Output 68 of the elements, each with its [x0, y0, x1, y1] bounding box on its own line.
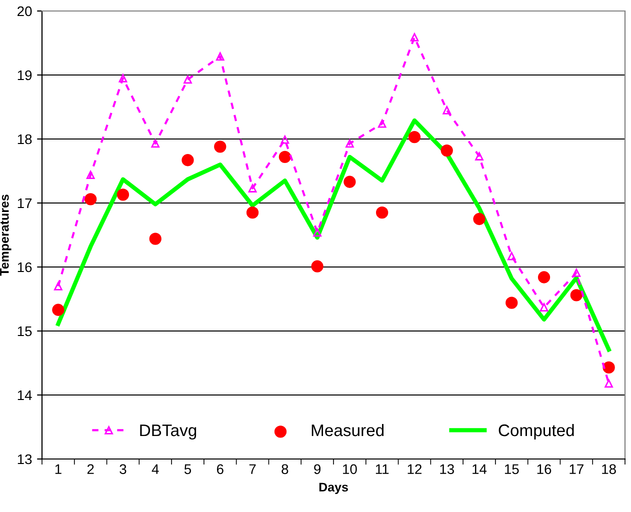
point [214, 140, 226, 153]
point [52, 304, 64, 316]
point [246, 206, 259, 219]
point [507, 252, 516, 260]
point [84, 193, 97, 206]
x-tick-label: 5 [184, 464, 192, 474]
point [572, 268, 581, 277]
point [216, 52, 224, 61]
point [440, 144, 453, 157]
y-tick-label: 16 [18, 262, 32, 272]
point [540, 303, 548, 312]
x-axis-title: Days [319, 482, 348, 494]
legend-label: DBTavg [140, 424, 196, 440]
y-tick-label: 15 [18, 326, 32, 336]
point [182, 154, 194, 166]
point [311, 260, 324, 272]
point [149, 232, 162, 245]
x-tick-label: 12 [408, 464, 422, 474]
line-series [56, 118, 611, 352]
point [473, 212, 486, 226]
x-tick-label: 9 [314, 464, 321, 474]
point [346, 139, 354, 148]
x-tick-label: 16 [537, 464, 552, 474]
y-tick-label: 19 [18, 70, 32, 80]
x-tick-label: 11 [376, 464, 389, 474]
point [538, 271, 550, 284]
point [344, 176, 356, 188]
point [475, 152, 484, 160]
point [570, 289, 582, 302]
x-tick-label: 1 [55, 464, 62, 474]
y-axis-title: Temperatures [0, 194, 12, 276]
point [280, 135, 290, 144]
x-tick-label: 4 [152, 464, 159, 474]
x-tick-label: 13 [440, 464, 454, 474]
point [442, 106, 452, 114]
y-tick-label: 17 [18, 198, 32, 208]
x-tick-label: 18 [602, 464, 616, 474]
x-tick-label: 15 [504, 464, 519, 474]
legend-label: Measured [312, 424, 384, 436]
point [378, 119, 386, 128]
point [184, 75, 192, 84]
y-tick-label: 20 [18, 6, 32, 16]
x-tick-label: 10 [343, 464, 357, 474]
point [86, 170, 95, 180]
x-tick-label: 3 [120, 464, 126, 474]
x-tick-label: 2 [87, 464, 94, 474]
point [410, 33, 419, 42]
point [248, 184, 257, 192]
x-tick-label: 8 [282, 464, 288, 474]
point [118, 74, 128, 82]
point [408, 131, 421, 144]
point [376, 206, 388, 219]
x-tick-label: 14 [472, 464, 487, 474]
x-tick-label: 7 [249, 464, 256, 474]
y-tick-label: 14 [18, 390, 32, 400]
x-tick-label: 17 [570, 464, 584, 474]
point [604, 379, 613, 388]
y-tick-label: 18 [18, 134, 32, 144]
x-tick-label: 6 [216, 464, 224, 474]
point [506, 296, 518, 309]
y-tick-label: 13 [18, 454, 32, 464]
point [54, 282, 62, 290]
point [278, 150, 291, 163]
point [313, 228, 322, 237]
point [116, 188, 130, 201]
point [151, 139, 160, 148]
legend-label: Computed [498, 424, 574, 440]
point [602, 361, 615, 374]
